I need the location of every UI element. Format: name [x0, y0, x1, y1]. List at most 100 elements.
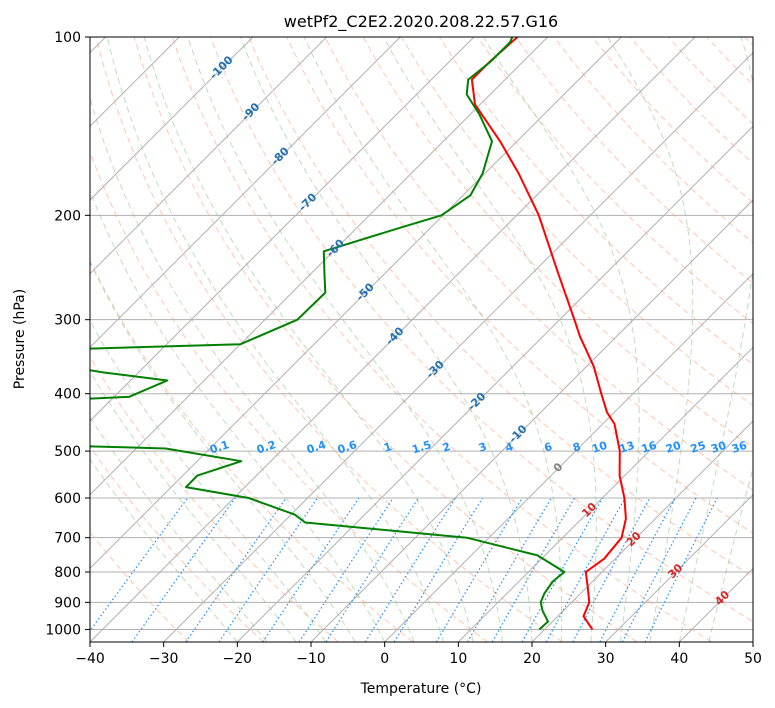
mixing-ratio-line [90, 497, 189, 632]
mixing-ratio-line [644, 497, 718, 642]
moist-adiabat-line [106, 37, 445, 642]
moist-adiabat-line [90, 319, 327, 642]
mixing-ratio-label: 1.5 [410, 438, 433, 456]
y-tick-label: 900 [54, 595, 81, 611]
mixing-ratio-label: 6 [543, 440, 555, 455]
moist-adiabat-line [607, 37, 694, 642]
mixing-ratio-label: 25 [689, 439, 708, 456]
mixing-ratio-label: 1 [382, 440, 393, 455]
y-tick-label: 800 [54, 565, 81, 581]
mixing-ratio-label: 4 [504, 440, 516, 455]
dry-adiabat-line [286, 37, 753, 534]
temperature-line [470, 37, 627, 630]
x-tick-label: −30 [149, 651, 179, 667]
y-tick-label: 500 [54, 444, 81, 460]
mixing-ratio-lines [90, 497, 718, 642]
y-axis-ticks: 100 200 300 400 500 600 700 800 900 1000 [45, 30, 90, 638]
mixing-ratio-line [262, 497, 360, 642]
dry-adiabat-line [133, 37, 638, 642]
mixing-ratio-label: 2 [441, 440, 452, 455]
moist-adiabat-line [90, 458, 238, 642]
y-axis-label: Pressure (hPa) [12, 289, 28, 389]
mixing-ratio-line [572, 497, 651, 642]
y-tick-label: 200 [54, 208, 81, 224]
moist-adiabat-line [708, 466, 753, 642]
moist-adiabat-line [90, 189, 386, 642]
moist-adiabat-line [678, 37, 753, 642]
isotherm-lines [90, 37, 753, 642]
x-axis-ticks: −40 −30 −20 −10 0 10 20 30 40 50 [75, 642, 762, 667]
mixing-ratio-line [621, 497, 697, 642]
x-tick-label: 50 [744, 651, 762, 667]
isotherm-line [90, 37, 622, 570]
mixing-ratio-label: 20 [664, 439, 683, 456]
isotherm-line [90, 37, 696, 642]
sounding-series [90, 37, 627, 631]
x-tick-label: 10 [449, 651, 467, 667]
dry-adiabat-line [515, 37, 753, 284]
mixing-ratio-line [131, 497, 236, 642]
mixing-ratio-label: 8 [571, 440, 582, 455]
mixing-ratio-label: 0.2 [255, 438, 278, 456]
dry-adiabat-line [90, 259, 414, 642]
chart-title: wetPf2_C2E2.2020.208.22.57.G16 [284, 12, 558, 32]
moist-adiabat-line [90, 96, 415, 642]
moist-adiabat-line [383, 37, 597, 642]
x-tick-label: 40 [670, 651, 688, 667]
moist-adiabat-line [239, 37, 533, 642]
mixing-ratio-line [393, 497, 484, 642]
y-tick-label: 1000 [45, 622, 81, 638]
mixing-ratio-line [599, 497, 676, 642]
isotherm-line [90, 37, 328, 275]
isotherm-line [90, 37, 254, 201]
moist-adiabat-line [90, 370, 297, 642]
mixing-ratio-label: 16 [640, 439, 659, 456]
dry-adiabat-line [171, 37, 712, 642]
y-tick-label: 400 [54, 387, 81, 403]
isotherm-line [531, 420, 753, 642]
x-tick-label: −20 [223, 651, 253, 667]
dry-adiabat-line [95, 37, 563, 642]
y-tick-label: 100 [54, 30, 81, 46]
moist-adiabat-lines [90, 37, 753, 642]
moist-adiabat-line [90, 416, 268, 642]
isotherm-line [384, 272, 753, 642]
moist-adiabat-line [143, 37, 474, 642]
isotherm-line [90, 37, 401, 349]
y-tick-label: 700 [54, 531, 81, 547]
x-tick-label: 30 [597, 651, 615, 667]
isobar-lines [90, 37, 753, 630]
x-axis-label: Temperature (°C) [360, 681, 482, 697]
y-tick-label: 300 [54, 313, 81, 329]
x-tick-label: 0 [380, 651, 389, 667]
moist-adiabat-line [187, 37, 503, 642]
x-tick-label: −10 [296, 651, 326, 667]
mixing-ratio-label: 0.1 [208, 438, 231, 456]
mixing-ratio-line [435, 497, 523, 642]
plot-area: -100-90-80-70-60-50-40-30-20-10010203040… [90, 37, 753, 642]
mixing-ratio-label: 30 [709, 439, 728, 456]
dewpoint-line [90, 37, 566, 631]
y-tick-label: 600 [54, 491, 81, 507]
mixing-ratio-label: 3 [477, 440, 488, 455]
dry-adiabat-line [90, 445, 264, 642]
dry-adiabat-line [210, 37, 753, 623]
moist-adiabat-line [90, 260, 356, 642]
isotherm-line [90, 37, 475, 422]
isotherm-line [163, 51, 753, 642]
x-tick-label: 20 [523, 651, 541, 667]
moist-adiabat-line [482, 37, 640, 642]
isotherm-line [236, 125, 753, 642]
x-tick-label: −40 [75, 651, 105, 667]
plot-frame [89, 36, 754, 643]
isotherm-line [90, 37, 549, 496]
isotherm-line [605, 493, 753, 642]
mixing-ratio-label: 36 [730, 439, 749, 456]
mixing-ratio-label: 13 [618, 439, 637, 456]
moist-adiabat-line [303, 37, 563, 642]
mixing-ratio-line [364, 497, 456, 642]
dry-adiabat-line [90, 356, 339, 642]
mixing-ratio-line [545, 497, 626, 642]
